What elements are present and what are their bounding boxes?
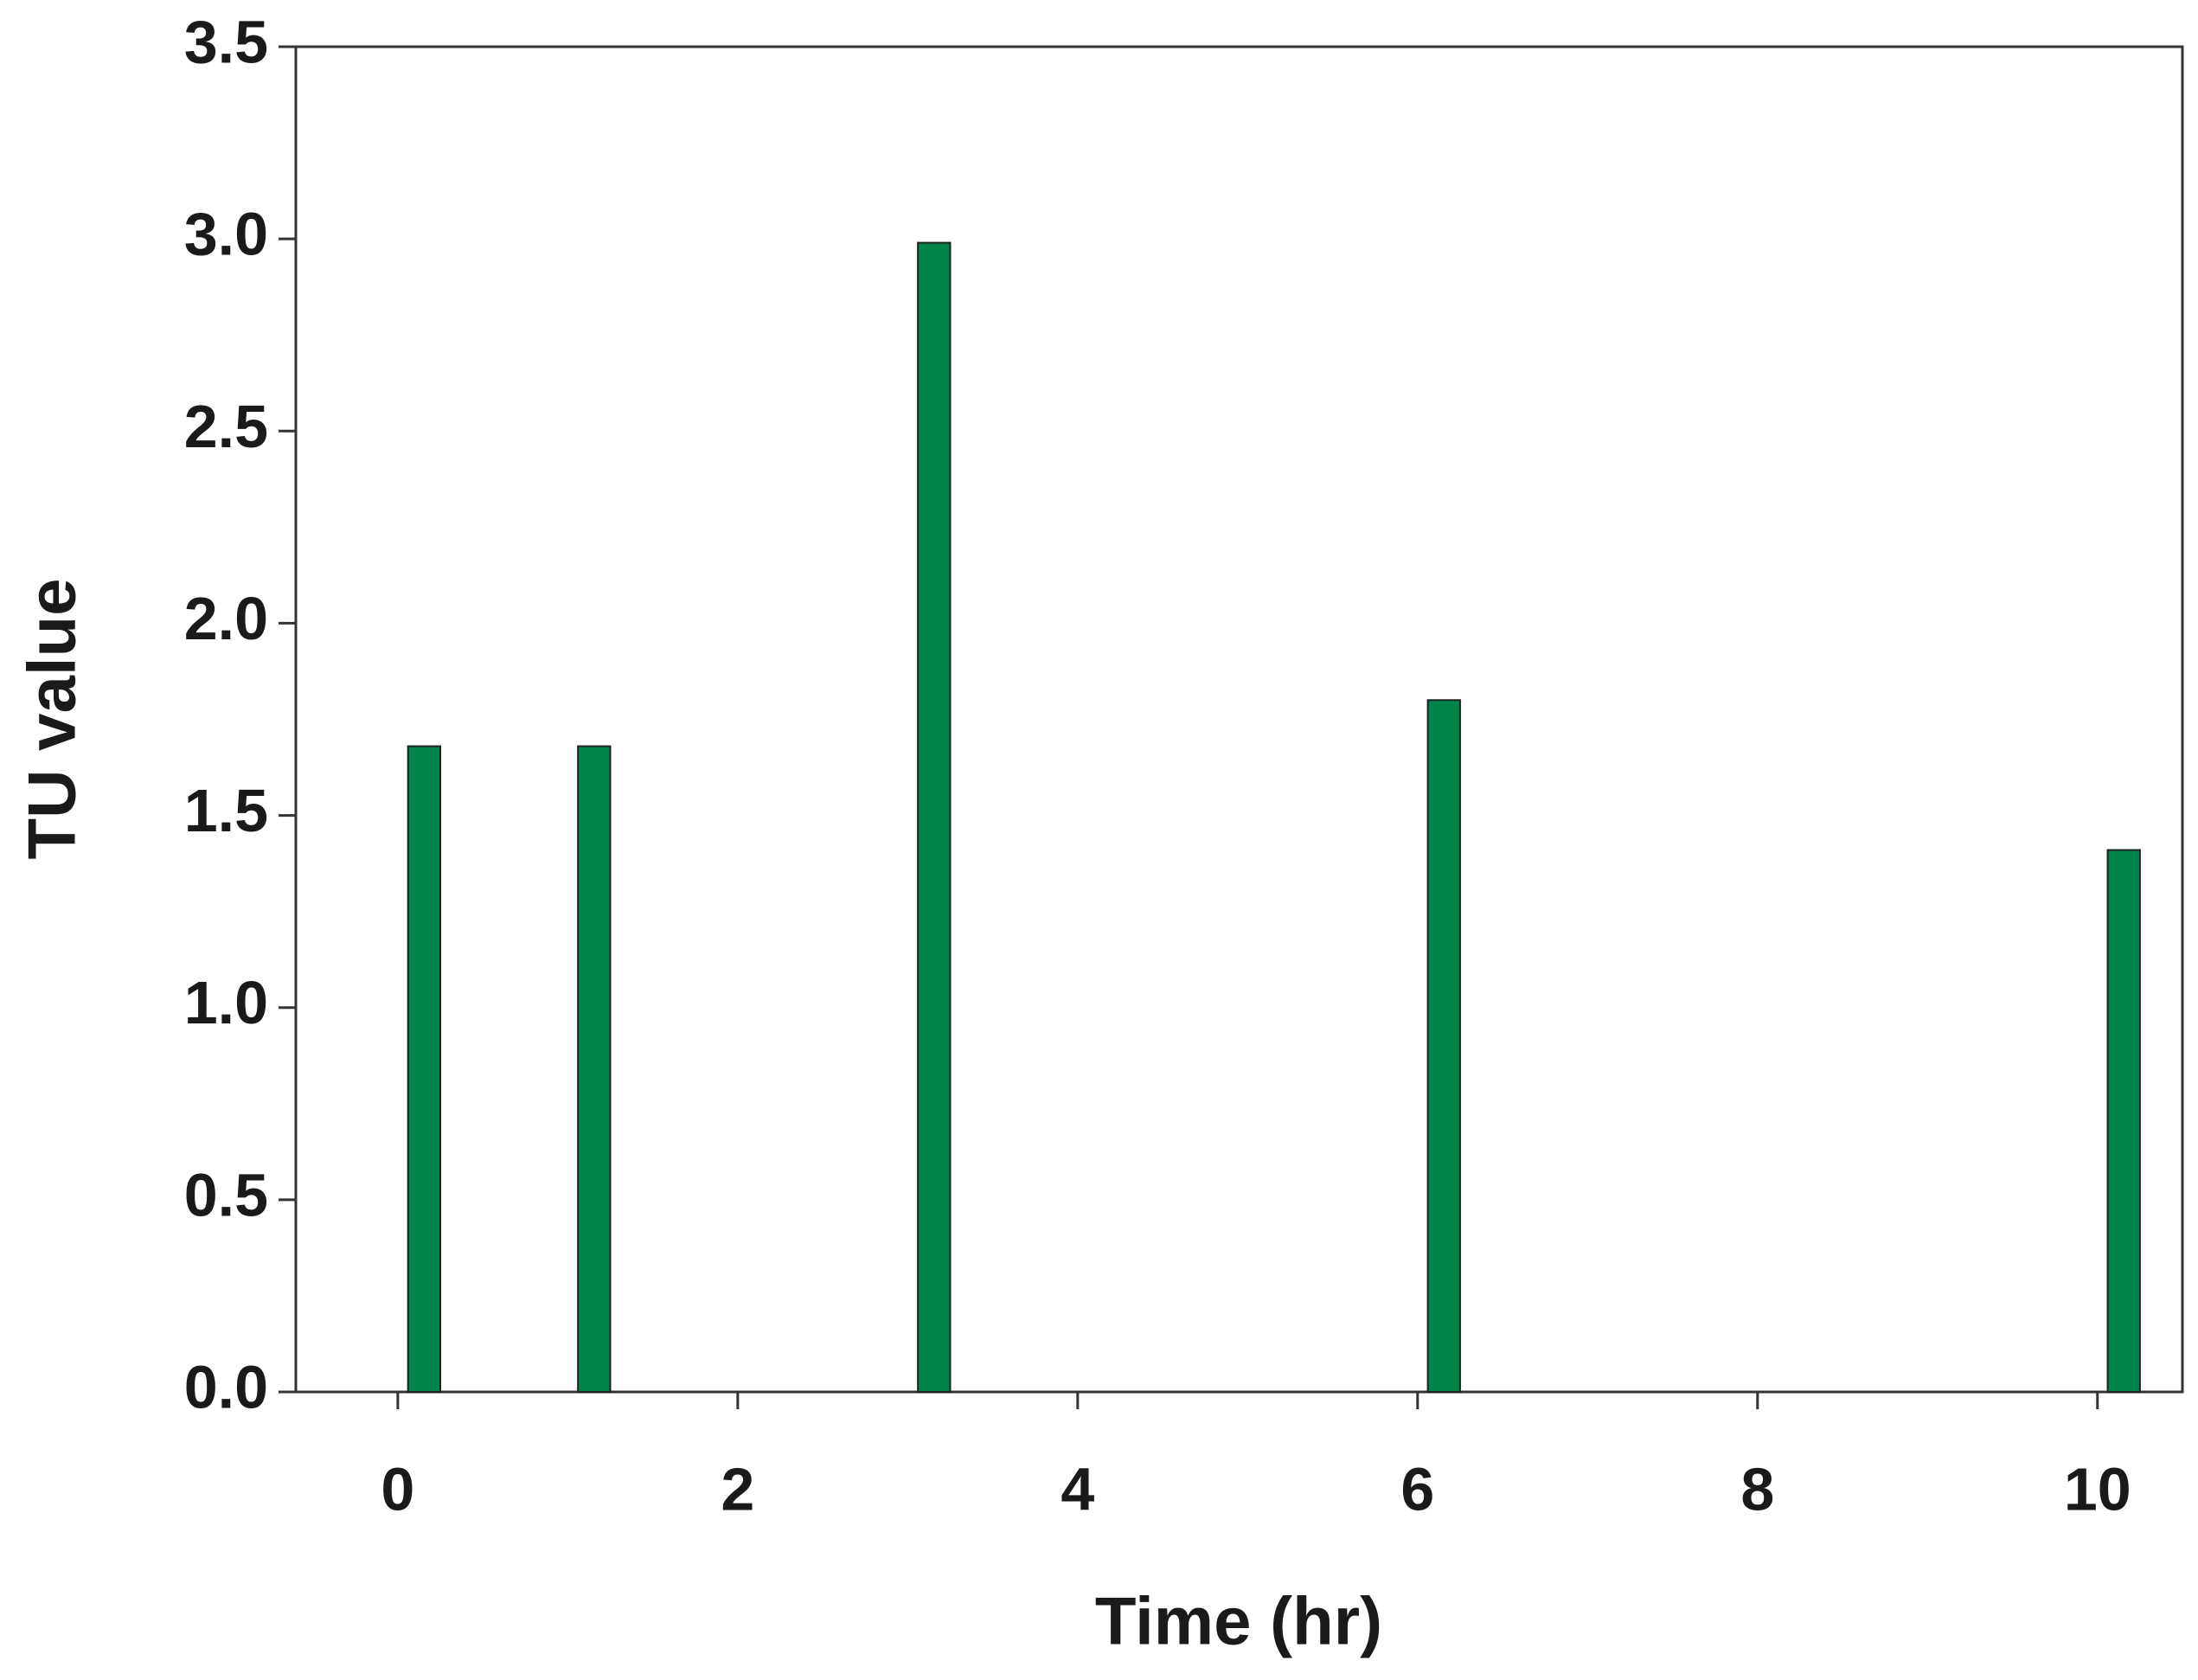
y-tick-label: 2.0 — [184, 585, 268, 652]
bar — [577, 745, 612, 1393]
bar — [2106, 849, 2141, 1393]
y-tick-label: 2.5 — [184, 393, 268, 460]
x-tick-label: 0 — [381, 1455, 414, 1523]
bar — [917, 241, 952, 1394]
y-tick-label: 3.0 — [184, 201, 268, 268]
y-tick-label: 1.0 — [184, 969, 268, 1036]
y-tick-label: 0.5 — [184, 1161, 268, 1228]
y-axis-title: TU value — [14, 578, 90, 859]
x-axis-title: Time (hr) — [1095, 1583, 1382, 1659]
x-tick-label: 8 — [1740, 1455, 1774, 1523]
x-tick-label: 10 — [2064, 1455, 2131, 1523]
y-tick-label: 3.5 — [184, 8, 268, 75]
x-tick-label: 6 — [1400, 1455, 1434, 1523]
x-tick-label: 2 — [721, 1455, 754, 1523]
x-tick-label: 4 — [1061, 1455, 1094, 1523]
plot-frame — [294, 45, 2184, 1394]
y-tick-label: 0.0 — [184, 1353, 268, 1420]
bar — [407, 745, 442, 1393]
y-tick-label: 1.5 — [184, 777, 268, 844]
bar — [1426, 699, 1461, 1393]
